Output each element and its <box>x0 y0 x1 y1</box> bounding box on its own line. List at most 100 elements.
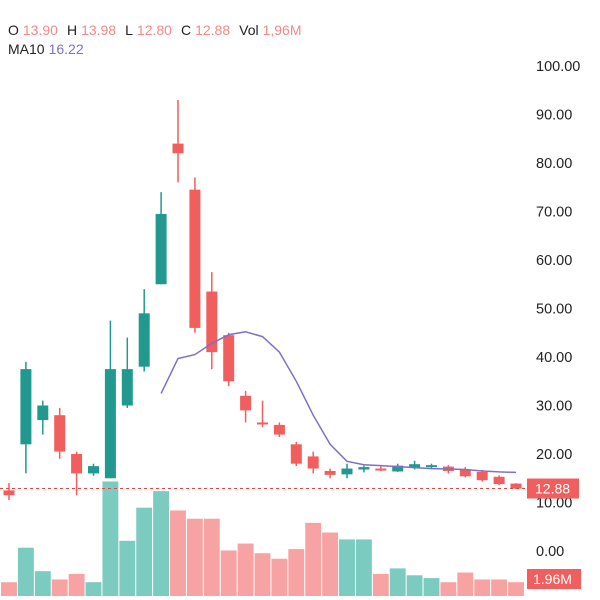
last-price-label: 12.88 <box>535 481 570 497</box>
candle-body <box>392 465 404 472</box>
legend-close-value: 12.88 <box>195 22 231 38</box>
price-axis: 100.00 90.00 80.00 70.00 60.00 50.00 40.00 30.0… <box>536 59 580 560</box>
candle-body <box>426 465 437 468</box>
volume-bar <box>119 540 136 596</box>
y-tick-label: 40.00 <box>536 350 572 366</box>
candle-body <box>324 470 336 475</box>
candle-body <box>341 468 353 475</box>
candle-body <box>307 456 319 469</box>
candle-body <box>257 422 268 425</box>
volume-bar <box>423 578 440 596</box>
volume-bar <box>1 582 17 596</box>
volume-bar <box>440 582 457 596</box>
y-tick-label: 0.00 <box>536 544 564 560</box>
candle-body <box>155 213 167 285</box>
candle-body <box>88 466 99 474</box>
volume-bar <box>271 558 288 596</box>
volume-bar <box>170 510 186 596</box>
y-tick-label: 100.00 <box>536 59 580 75</box>
volume-bar <box>186 518 203 596</box>
y-tick-label: 60.00 <box>536 253 572 269</box>
candle-body <box>240 395 252 411</box>
legend-high: H 13.98 <box>67 22 125 38</box>
candle-body <box>290 444 302 464</box>
y-tick-label: 70.00 <box>536 205 572 221</box>
legend-low: L 12.80 <box>125 22 181 38</box>
legend-volume-value: 1,96M <box>262 22 302 38</box>
volume-bar <box>474 579 491 596</box>
volume-bar <box>17 547 34 596</box>
legend-volume: Vol 1,96M <box>239 22 310 38</box>
volume-tag <box>527 569 581 589</box>
candle-body <box>104 369 116 479</box>
legend-ma-key: MA10 <box>8 41 45 57</box>
volume-bar <box>237 543 254 596</box>
volume-bar <box>102 481 119 596</box>
legend-close: C 12.88 <box>181 22 239 38</box>
legend-open: O 13.90 <box>8 22 67 38</box>
legend-open-value: 13.90 <box>22 22 58 38</box>
legend-close-key: C <box>180 22 192 38</box>
volume-bar <box>457 572 474 596</box>
volume-bar <box>136 507 153 596</box>
last-price-tag <box>527 478 579 499</box>
y-tick-label: 10.00 <box>536 496 572 512</box>
ma-legend: MA10 16.22 <box>8 41 93 57</box>
candle-body <box>409 464 421 468</box>
legend-low-value: 12.80 <box>136 22 172 38</box>
volume-bar <box>34 571 51 596</box>
volume-bar <box>339 539 355 596</box>
candle-body <box>71 454 83 474</box>
volume-bar <box>288 549 305 596</box>
candle-body <box>510 483 522 489</box>
volume-bar <box>254 553 271 596</box>
legend-open-key: O <box>8 22 19 38</box>
volume-bar <box>68 573 85 596</box>
volume-bar <box>508 582 524 596</box>
volume-bar <box>406 575 423 596</box>
tags: 12.88 1.96M <box>0 478 581 589</box>
candle-body <box>189 189 201 328</box>
ma10-layer <box>160 331 517 474</box>
candle-body <box>37 405 49 421</box>
volume-bar <box>372 573 389 596</box>
legend-high-key: H <box>66 22 78 38</box>
y-tick-label: 30.00 <box>536 399 572 415</box>
volume-bar <box>51 579 68 596</box>
candles <box>3 99 522 501</box>
candle-body <box>459 470 471 477</box>
candle-body <box>172 143 184 154</box>
volume-bar <box>355 539 372 596</box>
volume-bar <box>85 582 102 596</box>
volume-bars <box>1 481 524 596</box>
candle-body <box>206 291 218 353</box>
candle-body <box>223 335 235 382</box>
volume-bar <box>305 522 322 596</box>
candle-body <box>54 415 66 452</box>
volume-bar <box>491 579 508 596</box>
legend-ma-value: 16.22 <box>48 41 84 57</box>
volume-label: 1.96M <box>533 571 572 587</box>
y-tick-label: 90.00 <box>536 108 572 124</box>
y-tick-label: 50.00 <box>536 302 572 318</box>
legend-low-key: L <box>125 22 133 38</box>
volume-bar <box>322 532 339 596</box>
legend-high-value: 13.98 <box>81 22 117 38</box>
volume-bar <box>153 491 170 596</box>
candle-body <box>20 369 32 445</box>
candle-body <box>493 476 505 485</box>
volume-bar <box>203 518 220 596</box>
candle-body <box>375 468 387 471</box>
candle-body <box>358 467 370 470</box>
legend-volume-key: Vol <box>239 22 259 38</box>
volume-bar <box>389 568 406 596</box>
candle-body <box>138 313 150 367</box>
y-tick-label: 80.00 <box>536 156 572 172</box>
ma10-line <box>160 331 517 474</box>
ohlcv-legend: O 13.90 H 13.98 L 12.80 C 12.88 Vol 1,96M <box>8 22 311 38</box>
y-tick-label: 20.00 <box>536 447 572 463</box>
candle-body <box>121 369 133 406</box>
candle-body <box>3 490 15 496</box>
candle-body <box>476 471 488 481</box>
